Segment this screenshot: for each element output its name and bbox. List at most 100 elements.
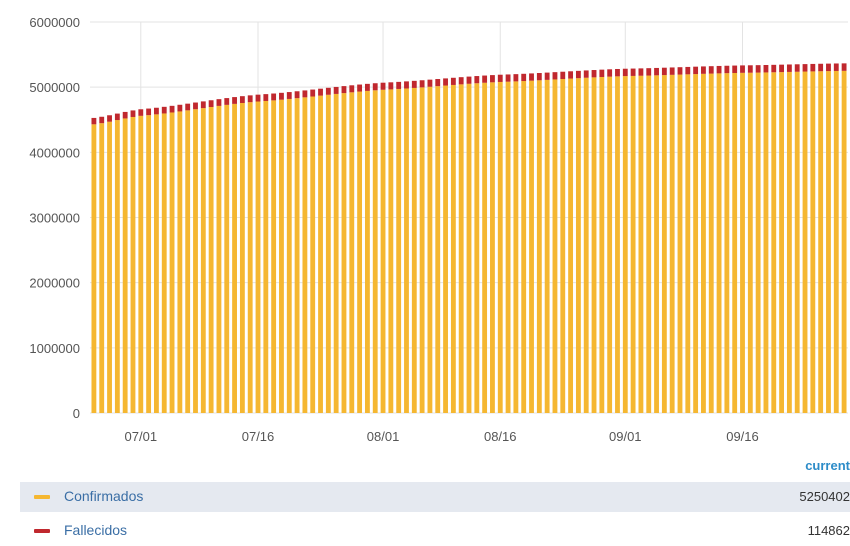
fallecidos-bar: [630, 68, 636, 76]
confirmados-bar: [271, 100, 277, 413]
fallecidos-bar: [208, 100, 214, 107]
fallecidos-bar: [122, 111, 128, 119]
fallecidos-bar: [404, 81, 409, 89]
confirmados-bar: [177, 111, 183, 413]
fallecidos-bar: [802, 64, 808, 72]
confirmados-bar: [529, 80, 534, 413]
fallecidos-bar: [216, 99, 222, 106]
fallecidos-bar: [263, 94, 269, 101]
confirmados-bar: [786, 71, 792, 413]
fallecidos-bar: [755, 65, 761, 73]
fallecidos-bar: [349, 85, 355, 93]
confirmados-bar: [583, 77, 589, 413]
fallecidos-bar: [763, 64, 769, 73]
fallecidos-bar: [490, 75, 495, 83]
fallecidos-bar: [833, 63, 839, 71]
y-axis: 0 1000000 2000000 3000000 4000000 5000000 6000…: [29, 15, 80, 421]
fallecidos-bar: [318, 88, 323, 96]
confirmados-bar: [544, 79, 550, 413]
legend-label: Confirmados: [64, 488, 144, 504]
fallecidos-bar: [193, 102, 198, 110]
x-tick-label: 08/01: [367, 429, 400, 444]
y-tick-label: 5000000: [29, 80, 80, 95]
fallecidos-bar: [724, 65, 730, 74]
confirmados-bar: [224, 104, 230, 413]
fallecidos-bar: [255, 94, 261, 102]
confirmados-bar: [607, 76, 613, 413]
confirmados-bar: [841, 70, 847, 413]
fallecidos-bar: [310, 89, 316, 97]
fallecidos-bar: [794, 64, 800, 72]
fallecidos-swatch-icon: [34, 529, 50, 533]
confirmados-bar: [505, 81, 511, 413]
fallecidos-bar: [91, 117, 97, 125]
legend-label: Fallecidos: [64, 522, 128, 538]
fallecidos-bar: [161, 106, 167, 114]
fallecidos-bar: [841, 63, 847, 71]
confirmados-bar: [818, 71, 824, 414]
y-tick-label: 4000000: [29, 145, 80, 160]
confirmados-bar: [685, 74, 691, 413]
confirmados-bar: [419, 87, 425, 413]
confirmados-bar: [810, 71, 816, 414]
fallecidos-bar: [685, 66, 691, 75]
fallecidos-bar: [568, 71, 574, 79]
confirmados-bar: [169, 112, 175, 413]
confirmados-bar: [200, 108, 206, 413]
confirmados-bar: [388, 89, 394, 413]
confirmados-bar: [575, 78, 581, 414]
fallecidos-bar: [396, 81, 402, 89]
fallecidos-bar: [419, 80, 425, 88]
confirmados-bar: [349, 92, 355, 413]
confirmados-bar: [263, 100, 269, 413]
confirmados-bar: [747, 72, 753, 413]
fallecidos-bar: [810, 63, 816, 72]
confirmados-bar: [521, 81, 527, 413]
bars: [91, 63, 847, 414]
legend: current Confirmados 5250402 Fallecidos 1…: [0, 452, 850, 546]
confirmados-bar: [724, 73, 730, 414]
legend-value: 114862: [807, 523, 850, 538]
confirmados-bar: [310, 96, 316, 414]
confirmados-bar: [630, 75, 636, 413]
confirmados-bar: [107, 121, 112, 414]
confirmados-bar: [286, 98, 292, 414]
fallecidos-bar: [435, 79, 441, 87]
fallecidos-bar: [708, 66, 714, 74]
fallecidos-bar: [732, 65, 738, 73]
fallecidos-bar: [536, 73, 542, 81]
confirmados-bar: [482, 82, 488, 413]
fallecidos-bar: [583, 70, 589, 78]
fallecidos-bar: [364, 83, 370, 91]
legend-item-confirmados[interactable]: Confirmados 5250402: [20, 482, 850, 512]
fallecidos-bar: [818, 63, 824, 72]
fallecidos-bar: [505, 74, 511, 82]
legend-item-fallecidos[interactable]: Fallecidos 114862: [20, 516, 850, 546]
fallecidos-bar: [544, 72, 550, 80]
fallecidos-bar: [529, 73, 534, 81]
fallecidos-bar: [388, 82, 394, 90]
confirmados-bar: [130, 116, 136, 413]
confirmados-bar: [396, 88, 402, 414]
fallecidos-bar: [622, 68, 628, 77]
fallecidos-bar: [771, 64, 777, 73]
confirmados-bar: [497, 81, 503, 413]
fallecidos-bar: [279, 92, 284, 100]
legend-header: current: [805, 458, 850, 473]
y-tick-label: 2000000: [29, 276, 80, 291]
confirmados-bar: [654, 75, 659, 413]
confirmados-bar: [146, 115, 152, 413]
fallecidos-bar: [560, 71, 566, 80]
fallecidos-bar: [677, 67, 683, 75]
fallecidos-bar: [380, 82, 386, 90]
x-tick-label: 07/01: [125, 429, 158, 444]
confirmados-bar: [568, 78, 574, 413]
confirmados-bar: [763, 72, 769, 413]
fallecidos-bar: [169, 105, 175, 113]
confirmados-bar: [325, 94, 331, 413]
confirmados-bar: [661, 75, 667, 413]
fallecidos-bar: [443, 78, 448, 86]
confirmados-bar: [333, 93, 339, 414]
confirmados-bar: [404, 88, 409, 414]
confirmados-bar: [779, 72, 784, 414]
